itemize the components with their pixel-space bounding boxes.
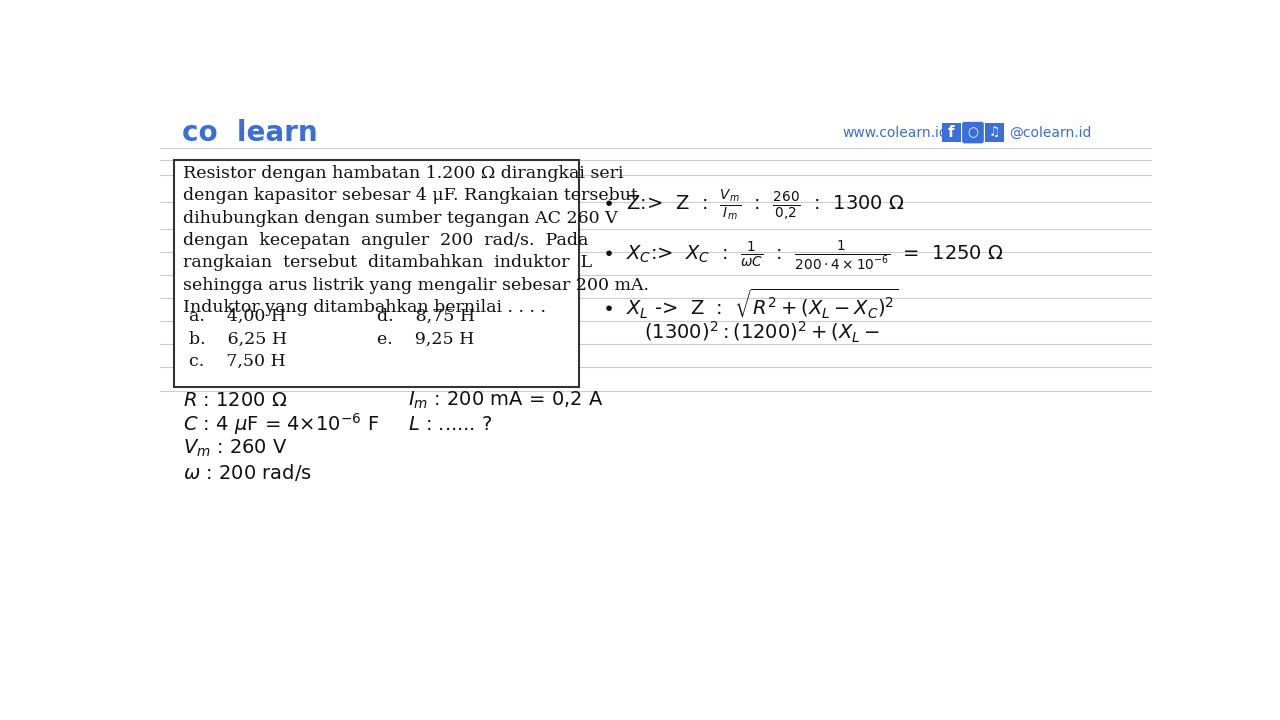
FancyBboxPatch shape	[942, 123, 960, 142]
FancyBboxPatch shape	[174, 160, 579, 387]
FancyBboxPatch shape	[986, 123, 1004, 142]
Text: b.    6,25 H: b. 6,25 H	[189, 330, 288, 348]
Text: $\it{L}$ : ...... ?: $\it{L}$ : ...... ?	[408, 415, 493, 434]
Text: rangkaian  tersebut  ditambahkan  induktor  L: rangkaian tersebut ditambahkan induktor …	[183, 254, 593, 271]
Text: $(1300)^2  :  (1200)^2  +  (X_L -$: $(1300)^2 : (1200)^2 + (X_L -$	[644, 320, 881, 346]
Text: dengan kapasitor sebesar 4 μF. Rangkaian tersebut: dengan kapasitor sebesar 4 μF. Rangkaian…	[183, 187, 637, 204]
Text: d.    8,75 H: d. 8,75 H	[378, 308, 475, 325]
Text: $\bullet$  Z:>  Z  :  $\frac{V_m}{I_m}$  :  $\frac{260}{0{,}2}$  :  1300 $\Omega: $\bullet$ Z:> Z : $\frac{V_m}{I_m}$ : $\…	[602, 188, 905, 222]
Text: dengan  kecepatan  anguler  200  rad/s.  Pada: dengan kecepatan anguler 200 rad/s. Pada	[183, 232, 589, 249]
Text: f: f	[948, 125, 955, 140]
Text: $\it{V_m}$ : 260 V: $\it{V_m}$ : 260 V	[183, 438, 288, 459]
Text: e.    9,25 H: e. 9,25 H	[378, 330, 475, 348]
Text: $\bullet$  $X_C$:>  $X_C$  :  $\frac{1}{\omega C}$  :  $\frac{1}{200 \cdot 4 \ti: $\bullet$ $X_C$:> $X_C$ : $\frac{1}{\ome…	[602, 240, 1004, 272]
Text: co  learn: co learn	[182, 119, 317, 147]
FancyBboxPatch shape	[963, 122, 984, 143]
Text: c.    7,50 H: c. 7,50 H	[189, 353, 287, 370]
Text: www.colearn.id: www.colearn.id	[842, 125, 947, 140]
Text: dihubungkan dengan sumber tegangan AC 260 V: dihubungkan dengan sumber tegangan AC 26…	[183, 210, 618, 227]
Text: Resistor dengan hambatan 1.200 Ω dirangkai seri: Resistor dengan hambatan 1.200 Ω dirangk…	[183, 165, 623, 182]
Text: sehingga arus listrik yang mengalir sebesar 200 mA.: sehingga arus listrik yang mengalir sebe…	[183, 276, 649, 294]
Text: $\it{R}$ : 1200 $\Omega$: $\it{R}$ : 1200 $\Omega$	[183, 391, 288, 410]
Text: @colearn.id: @colearn.id	[1010, 125, 1092, 140]
Text: a.    4,00 H: a. 4,00 H	[189, 308, 287, 325]
Text: ○: ○	[968, 126, 978, 139]
Text: $\it{C}$ : 4 $\mu$F = 4×10$^{-6}$ F: $\it{C}$ : 4 $\mu$F = 4×10$^{-6}$ F	[183, 411, 379, 437]
Text: Induktor yang ditambahkan bernilai . . . .: Induktor yang ditambahkan bernilai . . .…	[183, 299, 547, 316]
Text: ♫: ♫	[989, 126, 1000, 139]
Text: $\it{I_m}$ : 200 mA = 0,2 A: $\it{I_m}$ : 200 mA = 0,2 A	[408, 390, 603, 411]
Text: $\omega$ : 200 rad/s: $\omega$ : 200 rad/s	[183, 462, 312, 483]
Text: $\bullet$  $X_L$ ->  Z  :  $\sqrt{R^2 + (X_L - X_C)^2}$: $\bullet$ $X_L$ -> Z : $\sqrt{R^2 + (X_L…	[602, 287, 899, 321]
